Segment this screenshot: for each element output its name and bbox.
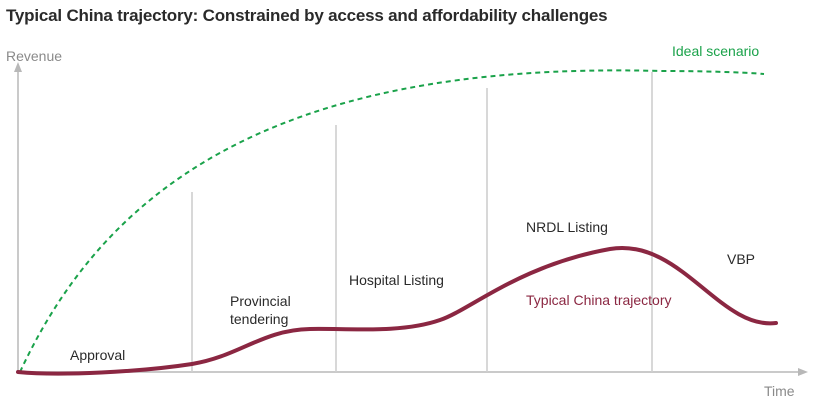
stage-label: Approval <box>70 347 125 363</box>
series-label: Typical China trajectory <box>526 292 672 308</box>
chart-title: Typical China trajectory: Constrained by… <box>6 6 608 25</box>
x-axis-label: Time <box>764 383 795 399</box>
stage-label: Provincial tendering <box>230 293 295 327</box>
y-axis-label: Revenue <box>6 48 62 64</box>
x-axis-arrow-icon <box>798 368 808 376</box>
stage-label: VBP <box>727 251 755 267</box>
series-line-ideal <box>19 69 765 373</box>
x-axis <box>18 368 808 376</box>
stage-label: Hospital Listing <box>349 272 444 288</box>
stage-dividers <box>191 72 653 372</box>
y-axis <box>14 62 22 372</box>
y-axis-arrow-icon <box>14 62 22 72</box>
stage-label: NRDL Listing <box>526 219 608 235</box>
series-line-china <box>16 245 778 376</box>
series-label: Ideal scenario <box>672 43 759 59</box>
